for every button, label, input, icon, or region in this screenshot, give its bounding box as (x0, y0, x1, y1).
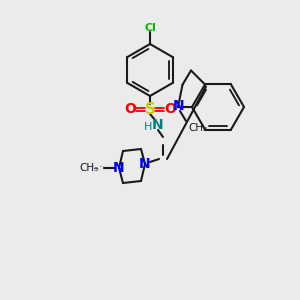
Text: O: O (164, 102, 176, 116)
Text: N: N (113, 161, 125, 175)
Text: CH₃: CH₃ (80, 163, 99, 173)
Text: CH₃: CH₃ (188, 123, 207, 133)
Text: N: N (139, 157, 151, 171)
Text: N: N (173, 99, 185, 113)
Text: H: H (144, 122, 152, 132)
Text: methyl: methyl (94, 167, 100, 169)
Text: S: S (145, 101, 155, 116)
Text: methyl: methyl (100, 166, 105, 167)
Text: O: O (124, 102, 136, 116)
Text: Cl: Cl (144, 23, 156, 33)
Text: N: N (152, 118, 164, 132)
